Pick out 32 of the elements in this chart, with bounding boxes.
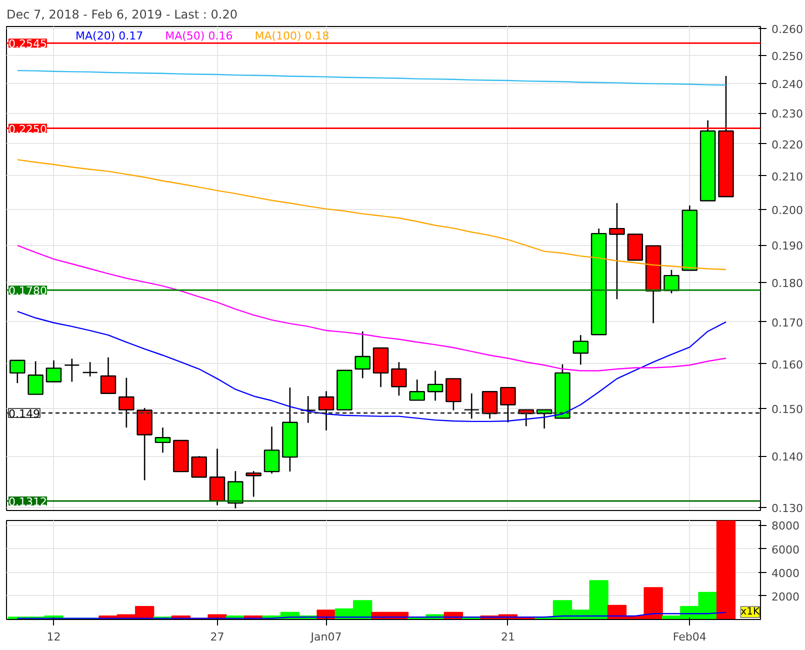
y-tick-label: 0.240 — [772, 78, 803, 92]
x-tick-label: 12 — [46, 630, 61, 644]
text: x1K — [740, 606, 760, 618]
y-tick-label: 0.210 — [772, 170, 803, 184]
y-tick-label: 2000 — [772, 590, 800, 604]
x-tick-label: 21 — [500, 630, 515, 644]
y-tick-label: 0.250 — [772, 50, 803, 63]
x-tick-label: Jan07 — [310, 630, 342, 644]
y-tick-label: 0.170 — [772, 316, 803, 330]
y-tick-label: 0.260 — [772, 22, 803, 36]
y-tick-label: 6000 — [772, 543, 800, 556]
x-tick-label: Feb04 — [672, 630, 706, 644]
y-tick-label: 0.220 — [772, 138, 803, 152]
y-tick-label: 0.200 — [772, 204, 803, 218]
chart-title: Dec 7, 2018 - Feb 6, 2019 - Last : 0.20 — [6, 8, 238, 22]
y-tick-label: 8000 — [772, 520, 800, 533]
y-tick-label: 0.180 — [772, 276, 803, 290]
x-tick-label: 27 — [210, 630, 224, 644]
ref-line-label: 0.1780 — [8, 284, 47, 298]
y-tick-label: 0.160 — [772, 358, 803, 372]
y-tick-label: 0.140 — [772, 450, 803, 464]
y-tick-label: 0.130 — [772, 502, 803, 515]
y-tick-label: 0.190 — [772, 240, 803, 253]
text: MA(100) 0.18 — [254, 30, 330, 42]
y-tick-label: 0.230 — [772, 108, 803, 121]
text: MA(50) 0.16 — [165, 30, 233, 42]
text: MA(20) 0.17 — [76, 30, 144, 42]
ref-line-label: 0.2250 — [8, 122, 47, 136]
ref-line-label: 0.1312 — [8, 495, 47, 508]
y-tick-label: 0.150 — [772, 402, 803, 416]
y-tick-label: 4000 — [772, 566, 800, 580]
ref-line-label: 0.2545 — [8, 38, 47, 51]
